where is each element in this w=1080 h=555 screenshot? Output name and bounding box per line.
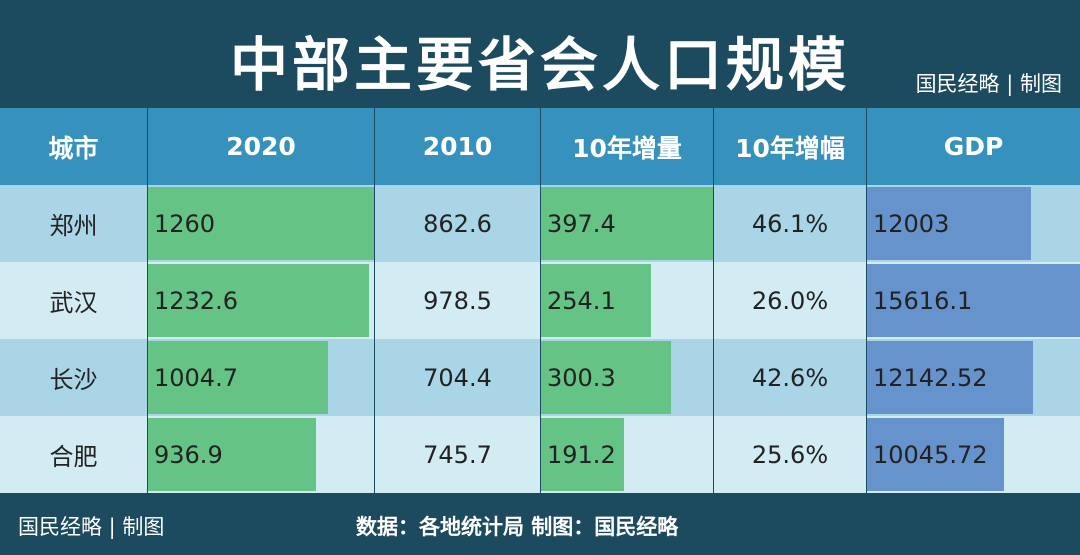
- table-cell: 合肥: [0, 416, 147, 493]
- cell-value: 长沙: [49, 366, 98, 394]
- table-cell: 42.6%: [714, 339, 866, 416]
- table-row: 武汉 1232.6 978.5 254.1 26.0% 15616.1: [0, 262, 1080, 339]
- header-cell: 2020: [148, 108, 374, 185]
- cell-value: 42.6%: [751, 363, 829, 392]
- cell-value: 191.2: [547, 440, 616, 469]
- header-label: 2020: [226, 132, 296, 161]
- footer-brand: 国民经略 | 制图: [18, 515, 165, 539]
- header-label: GDP: [943, 132, 1004, 161]
- gdp-bar: [867, 341, 1033, 414]
- cell-value: 1260: [154, 209, 216, 238]
- cell-value: 武汉: [49, 289, 98, 317]
- cell-value: 397.4: [547, 209, 616, 238]
- table-row: 长沙 1004.7 704.4 300.3 42.6% 12142.52: [0, 339, 1080, 416]
- table-cell: 745.7: [375, 416, 540, 493]
- cell-value: 704.4: [423, 363, 492, 392]
- table-cell: 300.3: [541, 339, 713, 416]
- gdp-bar: [867, 418, 1005, 491]
- gdp-bar: [867, 187, 1031, 260]
- value-bar: [148, 187, 374, 260]
- header-cell: 2010: [375, 108, 540, 185]
- table-cell: 862.6: [375, 185, 540, 262]
- cell-value: 300.3: [547, 363, 616, 392]
- table-cell: 武汉: [0, 262, 147, 339]
- cell-value: 978.5: [423, 286, 492, 315]
- header-label: 10年增幅: [735, 133, 845, 163]
- cell-value: 862.6: [423, 209, 492, 238]
- cell-value: 15616.1: [873, 286, 973, 315]
- header-label: 10年增量: [572, 133, 682, 163]
- title-bar: 中部主要省会人口规模 国民经略 | 制图: [0, 0, 1080, 106]
- cell-value: 25.6%: [751, 440, 829, 469]
- table-cell: 郑州: [0, 185, 147, 262]
- data-table: 城市 2020 2010 10年增量 10年增幅 GDP 郑州 1260 862.6 397.4 4…: [0, 108, 1080, 493]
- brand-label: 国民经略 | 制图: [915, 72, 1062, 96]
- cell-value: 254.1: [547, 286, 616, 315]
- table-row: 郑州 1260 862.6 397.4 46.1% 12003: [0, 185, 1080, 262]
- table-cell: 978.5: [375, 262, 540, 339]
- cell-value: 12003: [873, 209, 950, 238]
- header-cell: 城市: [0, 108, 147, 185]
- cell-value: 郑州: [49, 212, 98, 240]
- cell-value: 936.9: [154, 440, 223, 469]
- table-cell: 1260: [148, 185, 374, 262]
- table-cell: 26.0%: [714, 262, 866, 339]
- header-row: 城市 2020 2010 10年增量 10年增幅 GDP: [0, 108, 1080, 185]
- source-note: 数据：各地统计局 制图：国民经略: [356, 515, 679, 539]
- table-cell: 254.1: [541, 262, 713, 339]
- header-cell: GDP: [867, 108, 1080, 185]
- gdp-bar: [867, 264, 1080, 337]
- table-cell: 397.4: [541, 185, 713, 262]
- table-cell: 936.9: [148, 416, 374, 493]
- table-cell: 191.2: [541, 416, 713, 493]
- value-bar: [541, 418, 624, 491]
- cell-value: 46.1%: [751, 209, 829, 238]
- value-bar: [541, 187, 713, 260]
- table-cell: 25.6%: [714, 416, 866, 493]
- table-cell: 1232.6: [148, 262, 374, 339]
- table-cell: 46.1%: [714, 185, 866, 262]
- value-bar: [148, 341, 329, 414]
- page-title: 中部主要省会人口规模: [229, 31, 850, 99]
- table-cell: 12003: [867, 185, 1080, 262]
- header-cell: 10年增幅: [714, 108, 866, 185]
- value-bar: [148, 418, 317, 491]
- table-cell: 1004.7: [148, 339, 374, 416]
- table-row: 合肥 936.9 745.7 191.2 25.6% 10045.72: [0, 416, 1080, 493]
- value-bar: [541, 264, 651, 337]
- value-bar: [541, 341, 671, 414]
- table-cell: 12142.52: [867, 339, 1080, 416]
- cell-value: 10045.72: [873, 440, 988, 469]
- cell-value: 12142.52: [873, 363, 988, 392]
- cell-value: 1232.6: [154, 286, 238, 315]
- cell-value: 合肥: [49, 443, 98, 471]
- table-cell: 704.4: [375, 339, 540, 416]
- table-cell: 长沙: [0, 339, 147, 416]
- table-cell: 10045.72: [867, 416, 1080, 493]
- cell-value: 1004.7: [154, 363, 238, 392]
- table-cell: 15616.1: [867, 262, 1080, 339]
- footer: 国民经略 | 制图 数据：各地统计局 制图：国民经略: [0, 493, 1080, 555]
- header-label: 城市: [48, 133, 99, 163]
- cell-value: 26.0%: [751, 286, 829, 315]
- header-label: 2010: [422, 132, 493, 161]
- value-bar: [148, 264, 370, 337]
- header-cell: 10年增量: [541, 108, 713, 185]
- cell-value: 745.7: [423, 440, 492, 469]
